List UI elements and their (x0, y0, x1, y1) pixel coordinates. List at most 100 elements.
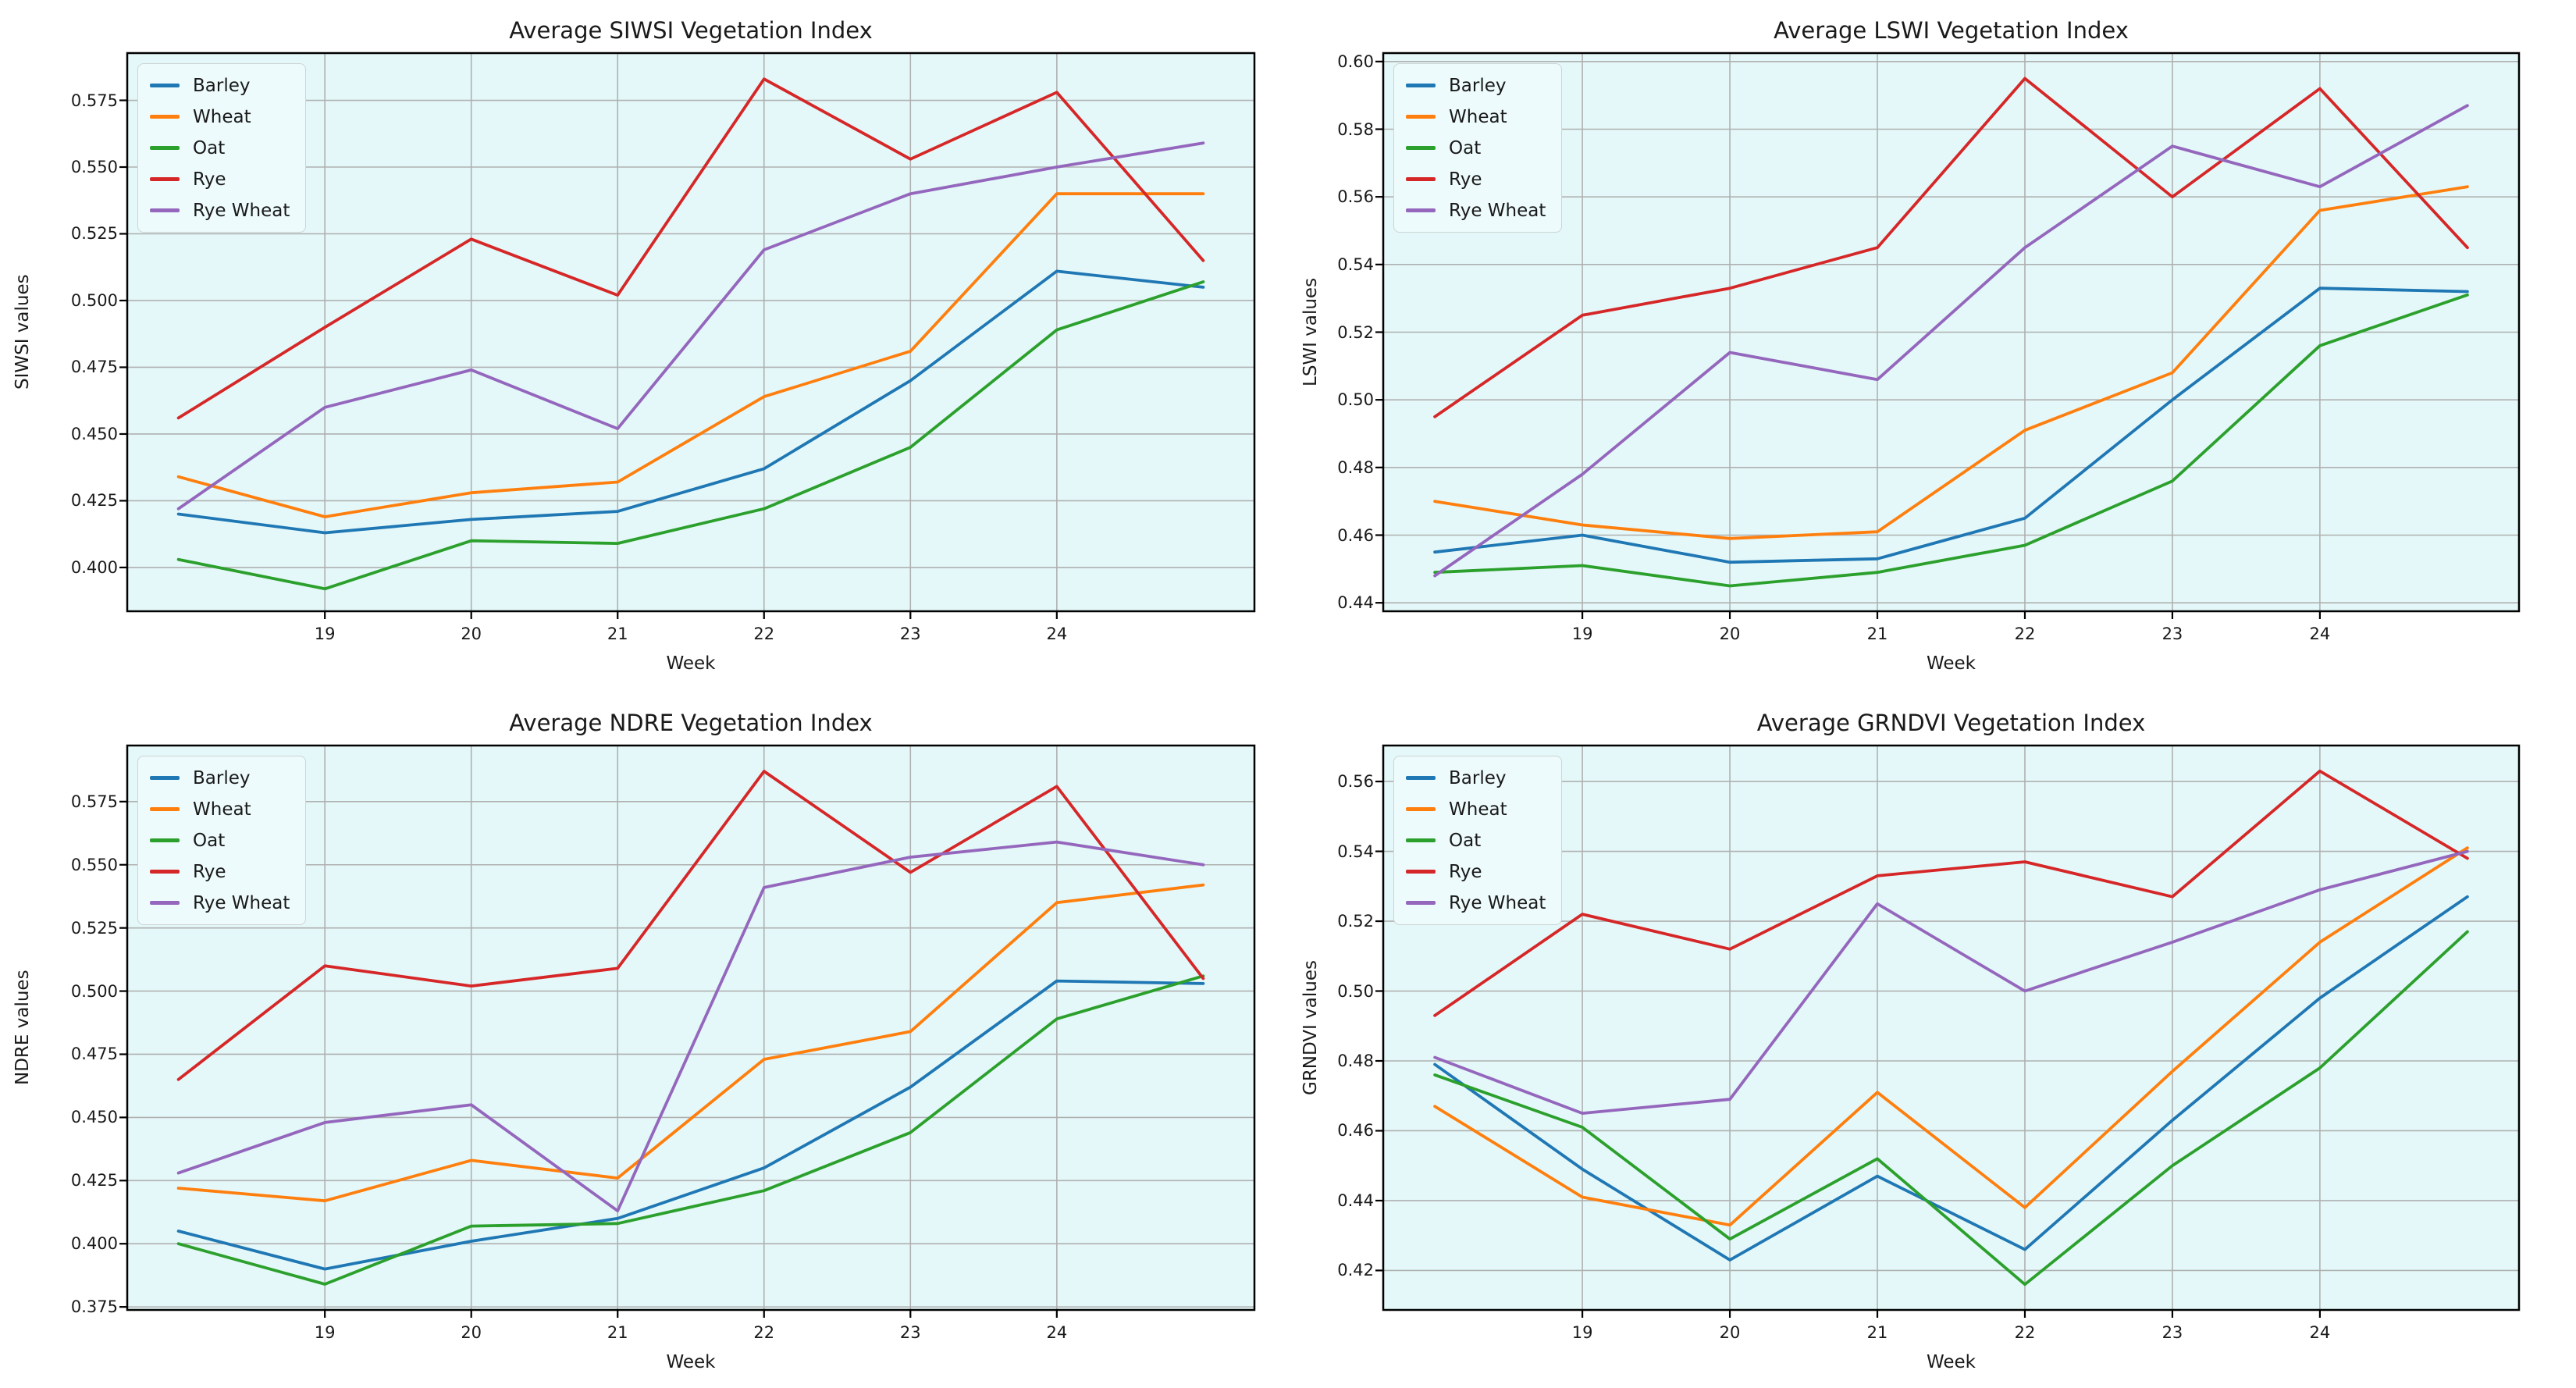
legend-label: Rye (193, 169, 226, 190)
y-tick-label: 0.54 (1337, 842, 1374, 861)
x-axis-label: Week (1926, 1352, 1976, 1372)
legend-item-barley: Barley (1406, 74, 1546, 97)
x-tick-label: 24 (2309, 1323, 2331, 1342)
y-tick-label: 0.52 (1337, 912, 1374, 931)
legend-label: Rye (1449, 169, 1482, 190)
series-line-wheat (176, 883, 1205, 1203)
chart-lswi: Average LSWI Vegetation Index LSWI value… (1288, 0, 2576, 694)
y-tick-label: 0.425 (70, 1171, 118, 1190)
x-tick-label: 20 (1719, 625, 1741, 643)
chart-title: Average LSWI Vegetation Index (1774, 17, 2129, 44)
legend-label: Barley (193, 767, 251, 788)
y-tick-label: 0.56 (1337, 772, 1374, 792)
legend-swatch-barley-icon (1406, 84, 1436, 87)
legend-item-barley: Barley (150, 74, 290, 97)
legend-swatch-rye-wheat-icon (1406, 208, 1436, 212)
legend-swatch-barley-icon (150, 84, 180, 87)
legend-item-wheat: Wheat (150, 105, 290, 128)
x-tick-label: 24 (2309, 625, 2331, 643)
x-axis-label: Week (666, 653, 716, 674)
legend-label: Barley (1449, 75, 1507, 96)
legend-item-wheat: Wheat (150, 798, 290, 820)
legend-swatch-rye-icon (1406, 870, 1436, 874)
y-tick-label: 0.500 (70, 290, 118, 310)
y-tick-label: 0.550 (70, 855, 118, 874)
x-tick-label: 19 (314, 1323, 336, 1342)
plot-background (127, 746, 1254, 1310)
series-line-wheat (1433, 185, 2469, 540)
y-tick-label: 0.50 (1337, 981, 1374, 1001)
y-tick-label: 0.400 (70, 557, 118, 577)
legend-swatch-barley-icon (1406, 776, 1436, 780)
legend-item-oat: Oat (150, 829, 290, 852)
y-tick-label: 0.550 (70, 158, 118, 176)
legend-item-barley: Barley (150, 767, 290, 789)
series-line-rye (1433, 769, 2469, 1017)
y-tick-label: 0.375 (70, 1297, 118, 1317)
series-line-rye (176, 770, 1205, 1081)
x-axis-label: Week (666, 1352, 716, 1372)
x-tick-label: 21 (607, 625, 628, 643)
series-line-rye-wheat (176, 840, 1205, 1212)
legend-swatch-oat-icon (150, 146, 180, 150)
x-tick-label: 24 (1046, 625, 1068, 643)
chart-grndvi: Average GRNDVI Vegetation Index GRNDVI v… (1288, 694, 2576, 1388)
x-tick-label: 20 (1719, 1323, 1741, 1342)
series-line-rye (1433, 77, 2469, 418)
legend-label: Rye Wheat (1449, 200, 1546, 221)
series-line-rye-wheat (176, 141, 1205, 511)
series-line-oat (176, 974, 1205, 1286)
y-tick-label: 0.60 (1337, 52, 1374, 71)
y-tick-label: 0.42 (1337, 1261, 1374, 1280)
plot-area (119, 52, 1256, 619)
y-tick-label: 0.400 (70, 1234, 118, 1254)
series-line-barley (1433, 895, 2469, 1262)
y-tick-label: 0.52 (1337, 322, 1374, 342)
x-tick-label: 23 (899, 1323, 921, 1342)
legend-item-barley: Barley (1406, 767, 1546, 789)
axes-frame (1382, 744, 2521, 1311)
x-tick-label: 19 (1571, 1323, 1593, 1342)
x-tick-label: 22 (753, 625, 775, 643)
legend-swatch-wheat-icon (1406, 115, 1436, 119)
series-line-barley (176, 269, 1205, 535)
axes-frame (126, 744, 1256, 1311)
axes-frame (126, 52, 1256, 613)
series-line-wheat (1433, 846, 2469, 1227)
plot-area (1375, 744, 2521, 1318)
legend: Barley Wheat Oat Rye Rye Wheat (137, 63, 307, 233)
legend-item-rye-wheat: Rye Wheat (150, 892, 290, 914)
x-tick-label: 22 (2014, 625, 2036, 643)
x-tick-label: 21 (607, 1323, 628, 1342)
x-tick-label: 23 (899, 625, 921, 643)
y-tick-label: 0.575 (70, 792, 118, 811)
series-line-rye (176, 77, 1205, 420)
y-tick-label: 0.425 (70, 491, 118, 511)
y-tick-label: 0.48 (1337, 1052, 1374, 1070)
legend-item-oat: Oat (150, 137, 290, 159)
y-tick-label: 0.450 (70, 1108, 118, 1127)
legend-swatch-wheat-icon (150, 807, 180, 811)
legend-label: Oat (1449, 137, 1482, 158)
legend-label: Oat (1449, 830, 1482, 851)
y-tick-label: 0.56 (1337, 187, 1374, 207)
legend-swatch-oat-icon (1406, 838, 1436, 842)
y-tick-label: 0.475 (70, 358, 118, 377)
legend: Barley Wheat Oat Rye Rye Wheat (1393, 756, 1563, 925)
y-tick-label: 0.475 (70, 1045, 118, 1064)
legend-label: Oat (193, 137, 226, 158)
x-tick-label: 20 (461, 1323, 482, 1342)
legend-swatch-rye-icon (1406, 177, 1436, 181)
legend-swatch-wheat-icon (1406, 807, 1436, 811)
legend-label: Barley (1449, 767, 1507, 788)
y-tick-label: 0.48 (1337, 457, 1374, 477)
legend-label: Wheat (193, 799, 251, 820)
legend-swatch-rye-icon (150, 177, 180, 181)
legend-label: Wheat (1449, 799, 1507, 820)
plot-area (119, 744, 1256, 1318)
legend-swatch-rye-icon (150, 870, 180, 874)
y-tick-label: 0.500 (70, 981, 118, 1001)
y-tick-label: 0.450 (70, 424, 118, 443)
legend-item-rye: Rye (1406, 168, 1546, 190)
legend-swatch-rye-wheat-icon (150, 901, 180, 905)
